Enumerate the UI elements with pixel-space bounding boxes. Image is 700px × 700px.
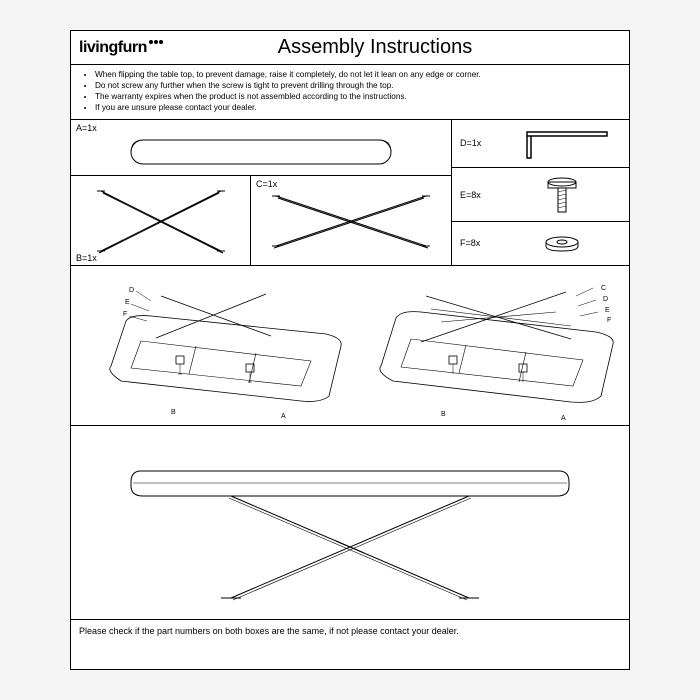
part-d-cell: D=1x xyxy=(452,120,630,168)
svg-text:D: D xyxy=(603,296,608,303)
part-b-label: B=1x xyxy=(76,253,97,263)
header: livingfurn Assembly Instructions xyxy=(71,31,629,65)
parts-overview: A=1x xyxy=(71,120,629,266)
part-a-label: A=1x xyxy=(76,123,97,133)
warnings-block: When flipping the table top, to prevent … xyxy=(71,65,629,120)
assembly-step-1: DEF BA CDEF BA xyxy=(71,266,629,426)
warning-item: Do not screw any further when the screw … xyxy=(95,80,619,91)
part-c-cell: C=1x xyxy=(251,176,451,266)
svg-text:D: D xyxy=(129,287,134,294)
brand-text: livingfurn xyxy=(79,39,147,57)
leg-cross-c-icon xyxy=(251,176,451,266)
svg-text:A: A xyxy=(561,415,566,422)
footer-note: Please check if the part numbers on both… xyxy=(71,620,629,642)
logo-dots-icon xyxy=(149,40,163,44)
svg-text:E: E xyxy=(125,299,130,306)
svg-text:A: A xyxy=(281,413,286,420)
part-f-label: F=8x xyxy=(460,238,480,248)
svg-text:E: E xyxy=(605,307,610,314)
tabletop-icon xyxy=(71,120,451,176)
warning-item: If you are unsure please contact your de… xyxy=(95,102,619,113)
part-e-cell: E=8x xyxy=(452,168,630,222)
part-e-label: E=8x xyxy=(460,190,481,200)
leg-cross-b-icon xyxy=(71,176,251,266)
warning-item: The warranty expires when the product is… xyxy=(95,91,619,102)
part-d-label: D=1x xyxy=(460,138,481,148)
svg-text:B: B xyxy=(441,411,446,418)
svg-text:F: F xyxy=(123,311,127,318)
brand-logo: livingfurn xyxy=(71,39,181,57)
svg-text:C: C xyxy=(601,285,606,292)
svg-text:B: B xyxy=(171,409,176,416)
part-a-cell: A=1x xyxy=(71,120,451,176)
svg-text:F: F xyxy=(607,317,611,324)
assembly-step-2 xyxy=(71,426,629,620)
warning-item: When flipping the table top, to prevent … xyxy=(95,69,619,80)
part-f-cell: F=8x xyxy=(452,222,630,266)
page-title: Assembly Instructions xyxy=(181,36,629,59)
part-b-cell: B=1x xyxy=(71,176,251,266)
part-c-label: C=1x xyxy=(256,179,277,189)
instruction-sheet: livingfurn Assembly Instructions When fl… xyxy=(70,30,630,670)
step1-diagram: DEF BA CDEF BA xyxy=(71,266,629,426)
finished-table-icon xyxy=(71,426,629,620)
